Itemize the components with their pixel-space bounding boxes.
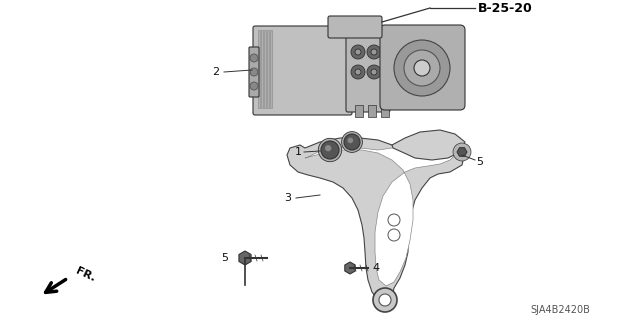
Circle shape: [388, 214, 400, 226]
Polygon shape: [239, 251, 251, 265]
Circle shape: [404, 50, 440, 86]
Bar: [368, 105, 376, 117]
Bar: [381, 105, 389, 117]
Polygon shape: [345, 262, 355, 274]
Circle shape: [355, 69, 361, 75]
Circle shape: [394, 40, 450, 96]
Circle shape: [250, 54, 258, 62]
Text: 1: 1: [294, 147, 301, 157]
Polygon shape: [287, 138, 465, 302]
Circle shape: [250, 68, 258, 76]
Polygon shape: [392, 130, 465, 160]
Circle shape: [379, 294, 391, 306]
Circle shape: [414, 60, 430, 76]
Circle shape: [325, 145, 332, 151]
Circle shape: [342, 132, 362, 152]
Bar: [270, 30, 272, 108]
FancyBboxPatch shape: [328, 16, 382, 38]
Polygon shape: [305, 145, 455, 286]
Circle shape: [351, 45, 365, 59]
Text: 5: 5: [221, 253, 228, 263]
Circle shape: [321, 141, 339, 159]
Circle shape: [367, 65, 381, 79]
Bar: [261, 30, 263, 108]
Circle shape: [373, 288, 397, 312]
Circle shape: [388, 229, 400, 241]
Circle shape: [355, 49, 361, 55]
Text: 3: 3: [285, 193, 291, 203]
Bar: [355, 105, 363, 117]
Text: 4: 4: [372, 263, 379, 273]
Circle shape: [344, 134, 360, 150]
Bar: [264, 30, 266, 108]
Text: SJA4B2420B: SJA4B2420B: [530, 305, 590, 315]
Bar: [267, 30, 269, 108]
Text: B-25-20: B-25-20: [478, 3, 532, 16]
Circle shape: [250, 82, 258, 90]
Circle shape: [453, 143, 471, 161]
Text: FR.: FR.: [74, 266, 97, 284]
FancyBboxPatch shape: [253, 26, 352, 115]
Circle shape: [371, 49, 377, 55]
Circle shape: [318, 138, 342, 162]
Circle shape: [348, 137, 353, 143]
Text: 5: 5: [477, 157, 483, 167]
Polygon shape: [457, 148, 467, 156]
Bar: [258, 30, 260, 108]
Circle shape: [367, 45, 381, 59]
Text: 2: 2: [212, 67, 220, 77]
FancyBboxPatch shape: [249, 47, 259, 97]
Circle shape: [351, 65, 365, 79]
Circle shape: [371, 69, 377, 75]
FancyBboxPatch shape: [346, 33, 390, 112]
FancyBboxPatch shape: [380, 25, 465, 110]
